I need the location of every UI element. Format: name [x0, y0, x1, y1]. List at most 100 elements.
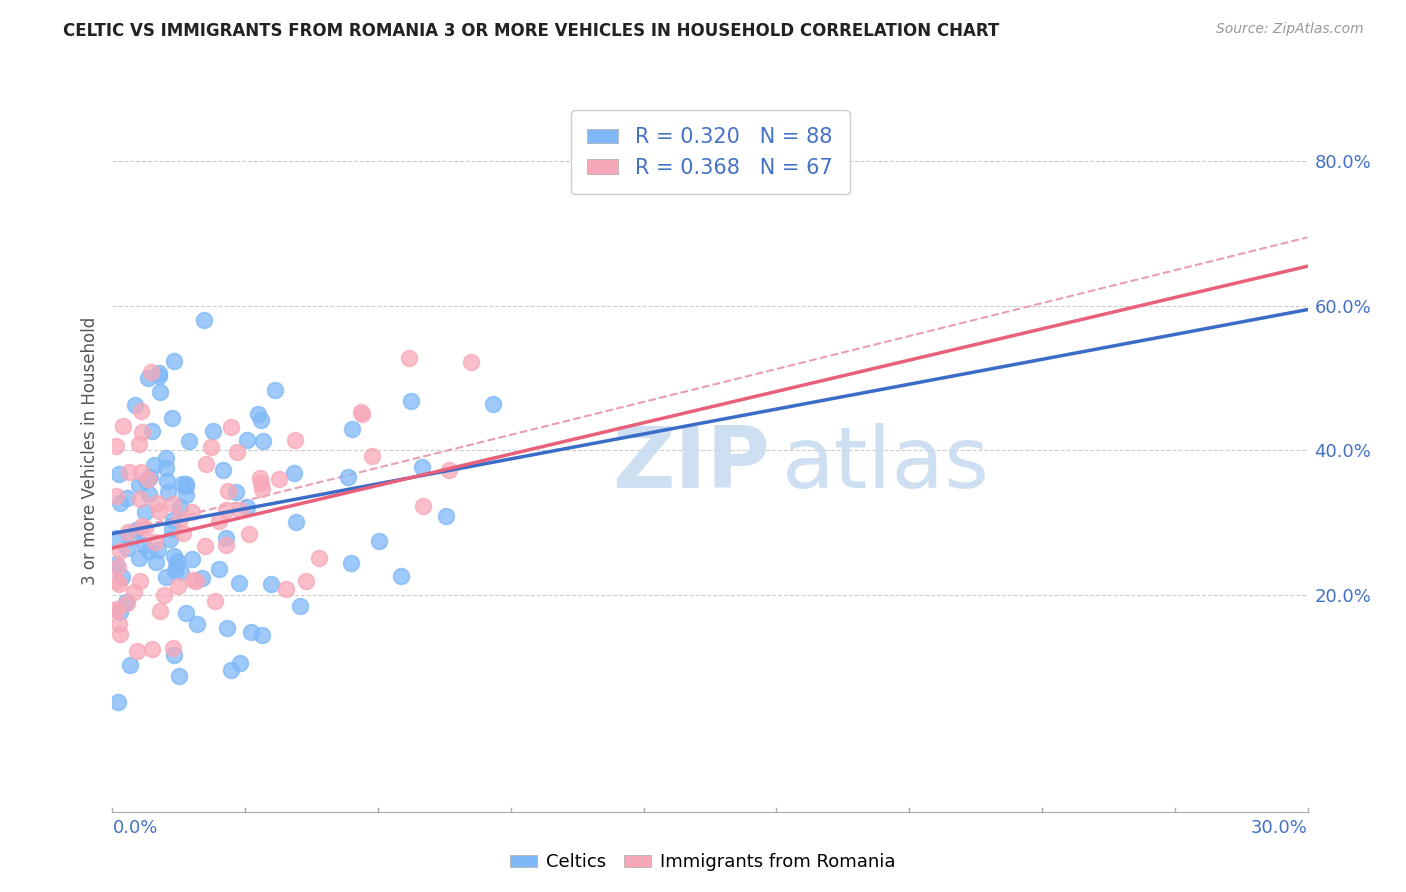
- Point: [149, 384, 172, 399]
- Point: [174, 478, 197, 492]
- Point: [111, 570, 134, 584]
- Point: [252, 434, 274, 448]
- Point: [274, 582, 297, 597]
- Point: [105, 531, 128, 545]
- Legend: R = 0.320   N = 88, R = 0.368   N = 67: R = 0.320 N = 88, R = 0.368 N = 67: [571, 111, 849, 194]
- Point: [141, 641, 163, 656]
- Point: [105, 574, 128, 588]
- Text: ZIP: ZIP: [612, 424, 770, 507]
- Point: [169, 500, 191, 515]
- Point: [201, 424, 224, 438]
- Point: [163, 648, 186, 662]
- Point: [350, 405, 373, 419]
- Point: [108, 627, 131, 641]
- Point: [153, 588, 176, 602]
- Point: [145, 556, 167, 570]
- Point: [215, 502, 238, 516]
- Point: [215, 538, 238, 552]
- Point: [115, 595, 138, 609]
- Point: [284, 434, 307, 448]
- Point: [236, 500, 259, 514]
- Point: [138, 544, 160, 558]
- Point: [117, 596, 139, 610]
- Text: Source: ZipAtlas.com: Source: ZipAtlas.com: [1216, 22, 1364, 37]
- Point: [229, 657, 252, 671]
- Point: [170, 477, 193, 491]
- Point: [105, 603, 128, 617]
- Point: [219, 419, 242, 434]
- Point: [145, 496, 167, 510]
- Point: [155, 461, 177, 475]
- Point: [131, 425, 153, 440]
- Point: [110, 544, 132, 558]
- Point: [108, 577, 131, 591]
- Point: [170, 565, 193, 579]
- Point: [236, 433, 259, 447]
- Point: [128, 574, 150, 588]
- Point: [128, 437, 150, 451]
- Point: [176, 606, 198, 620]
- Point: [117, 525, 139, 540]
- Point: [179, 434, 201, 449]
- Point: [283, 466, 305, 480]
- Point: [160, 410, 183, 425]
- Point: [132, 538, 155, 552]
- Point: [107, 560, 129, 574]
- Point: [411, 459, 433, 474]
- Point: [229, 502, 252, 516]
- Point: [166, 579, 188, 593]
- Point: [247, 407, 270, 421]
- Point: [437, 463, 460, 477]
- Point: [352, 407, 374, 421]
- Point: [215, 621, 238, 635]
- Point: [135, 473, 157, 487]
- Point: [195, 457, 218, 471]
- Point: [360, 449, 382, 463]
- Point: [149, 604, 172, 618]
- Point: [260, 577, 283, 591]
- Point: [225, 444, 247, 458]
- Point: [163, 549, 186, 563]
- Point: [340, 422, 363, 436]
- Point: [124, 399, 146, 413]
- Point: [460, 355, 482, 369]
- Point: [167, 669, 190, 683]
- Point: [105, 558, 128, 572]
- Point: [186, 617, 208, 632]
- Point: [110, 496, 132, 510]
- Point: [148, 366, 170, 380]
- Point: [219, 663, 242, 677]
- Point: [148, 368, 170, 383]
- Point: [162, 522, 184, 536]
- Point: [225, 484, 247, 499]
- Point: [131, 518, 153, 533]
- Point: [290, 599, 312, 613]
- Point: [391, 568, 413, 582]
- Point: [122, 585, 145, 599]
- Point: [434, 508, 457, 523]
- Point: [136, 472, 159, 486]
- Point: [239, 625, 262, 640]
- Point: [194, 539, 217, 553]
- Point: [191, 571, 214, 585]
- Point: [108, 467, 131, 482]
- Point: [155, 570, 177, 584]
- Point: [125, 643, 148, 657]
- Point: [308, 550, 330, 565]
- Point: [368, 534, 391, 549]
- Point: [162, 641, 184, 656]
- Text: CELTIC VS IMMIGRANTS FROM ROMANIA 3 OR MORE VEHICLES IN HOUSEHOLD CORRELATION CH: CELTIC VS IMMIGRANTS FROM ROMANIA 3 OR M…: [63, 22, 1000, 40]
- Point: [121, 529, 143, 543]
- Point: [337, 470, 360, 484]
- Point: [108, 616, 131, 631]
- Point: [125, 523, 148, 537]
- Point: [340, 556, 363, 570]
- Point: [138, 487, 160, 501]
- Point: [162, 513, 184, 527]
- Point: [249, 471, 271, 485]
- Point: [143, 535, 166, 549]
- Point: [162, 497, 184, 511]
- Point: [146, 542, 169, 557]
- Point: [250, 475, 273, 490]
- Text: 0.0%: 0.0%: [112, 819, 157, 837]
